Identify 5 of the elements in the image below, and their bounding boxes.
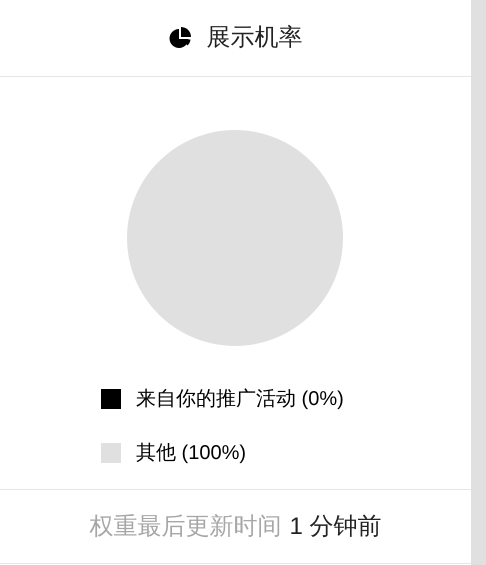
chart-title: 展示机率 xyxy=(206,23,302,53)
text: 权重最后更新时间 xyxy=(89,512,282,542)
text: 1 分钟前 xyxy=(289,512,382,542)
legend-label: 来自你的推广活动 (0%) xyxy=(136,388,344,410)
legend-label: 其他 (100%) xyxy=(136,442,246,464)
